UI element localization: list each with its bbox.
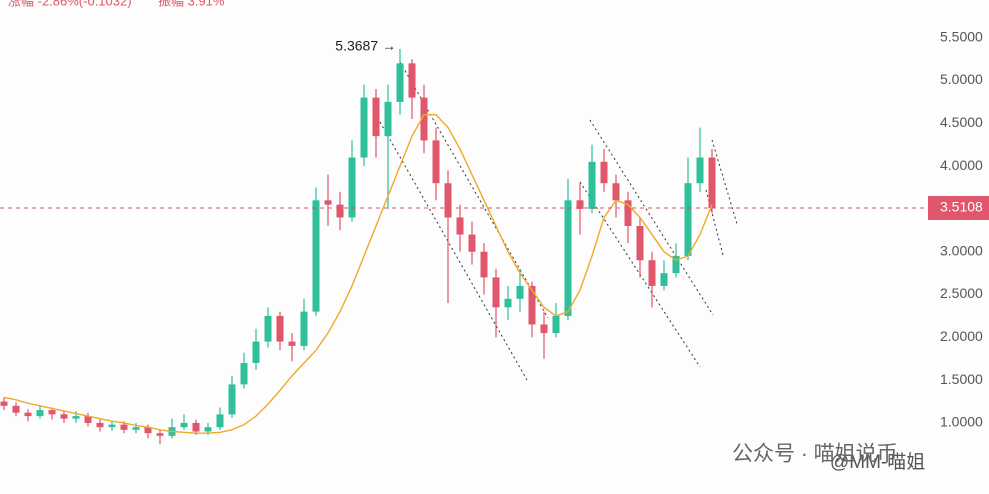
channel-line [589, 119, 714, 316]
candle-body [204, 427, 212, 432]
y-tick-label: 2.5000 [940, 285, 983, 301]
y-tick-label: 5.5000 [940, 28, 983, 44]
candle-body [540, 324, 548, 334]
candle-body [0, 401, 8, 406]
y-tick-label: 5.0000 [940, 71, 983, 87]
candle-body [660, 273, 668, 286]
candle-body [252, 341, 260, 364]
candle-body [180, 422, 188, 428]
candle-body [12, 405, 20, 413]
candle-body [480, 251, 488, 278]
candle-body [276, 315, 284, 342]
candle-body [216, 414, 224, 428]
max-label: 5.3687 → [335, 38, 396, 54]
candle-body [228, 384, 236, 415]
last-price-box [928, 195, 989, 220]
candle-body [312, 200, 320, 312]
candle-body [492, 277, 500, 308]
y-tick-label: 3.0000 [940, 242, 983, 258]
candle-body [48, 410, 56, 415]
candle-body [564, 200, 572, 316]
candle-body [636, 226, 644, 261]
candle-body [372, 97, 380, 137]
candle-body [444, 183, 452, 218]
y-tick-label: 4.0000 [940, 157, 983, 173]
candle-body [192, 422, 200, 432]
watermark: 公众号 · 喵姐说币 [732, 443, 898, 466]
candle-body [696, 157, 704, 184]
candle-body [84, 416, 92, 423]
candle-body [708, 157, 716, 209]
candle-body [300, 311, 308, 346]
candle-body [324, 200, 332, 205]
candle-body [72, 416, 80, 419]
watermark: @MM-喵姐 [830, 451, 925, 473]
candle-body [684, 183, 692, 256]
candle-body [288, 341, 296, 346]
candle-body [612, 183, 620, 201]
candle-body [360, 97, 368, 158]
candle-body [576, 200, 584, 209]
y-tick-label: 2.0000 [940, 328, 983, 344]
candle-body [120, 424, 128, 430]
candle-body [132, 427, 140, 430]
candle-body [516, 285, 524, 299]
candle-body [600, 161, 608, 184]
candle-body [456, 217, 464, 235]
candle-body [240, 363, 248, 385]
candle-body [336, 204, 344, 218]
candle-body [108, 424, 116, 428]
candle-body [264, 315, 272, 342]
candle-body [60, 414, 68, 419]
candle-body [348, 157, 356, 218]
y-tick-label: 1.5000 [940, 371, 983, 387]
y-tick-label: 1.0000 [940, 414, 983, 430]
candle-body [144, 427, 152, 434]
header-amplitude: 振幅 3.91% [158, 0, 225, 8]
candle-body [552, 315, 560, 334]
channel-line [399, 61, 549, 319]
candle-body [396, 63, 404, 102]
candle-body [432, 140, 440, 184]
last-price-label: 3.5108 [940, 199, 983, 215]
candle-body [648, 260, 656, 286]
candle-body [504, 298, 512, 308]
candle-body [384, 101, 392, 137]
candle-body [36, 410, 44, 417]
candle-body [588, 161, 596, 209]
candle-body [408, 63, 416, 98]
candle-body [420, 97, 428, 141]
candle-body [156, 433, 164, 436]
candle-body [528, 285, 536, 325]
candle-body [24, 412, 32, 417]
candle-body [672, 255, 680, 274]
candle-body [624, 200, 632, 227]
y-tick-label: 4.5000 [940, 114, 983, 130]
ma-line [3, 114, 713, 434]
candle-body [96, 422, 104, 428]
candle-body [468, 234, 476, 252]
header-change: 涨幅 -2.86%(-0.1032) [8, 0, 132, 8]
